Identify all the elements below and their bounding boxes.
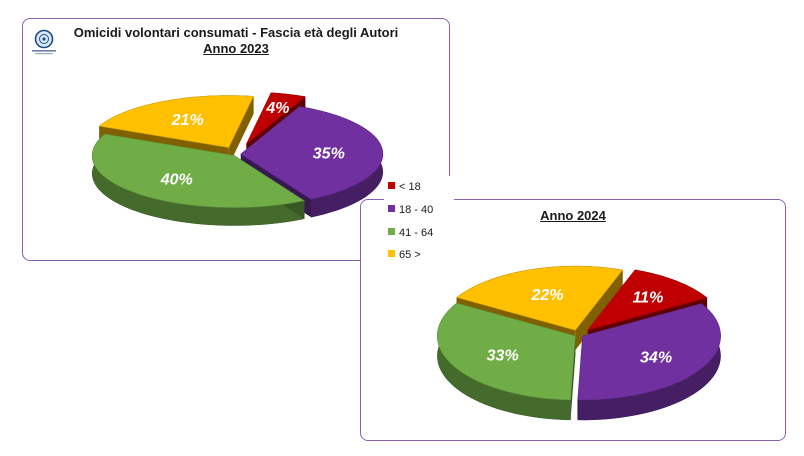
data-label-2024-0: 11% xyxy=(632,290,663,307)
pie-slice-cut-2024-2-0 xyxy=(570,335,576,420)
legend-item-under-18: < 18 xyxy=(388,180,421,194)
data-label-2023-3: 21% xyxy=(171,112,204,129)
pie-slice-2024-3 xyxy=(456,265,624,331)
pie-slice-2024-0 xyxy=(587,269,708,331)
pie-chart-2024: 11% 34% 33% 22% xyxy=(437,265,721,421)
legend-label: 65 > xyxy=(399,249,421,261)
legend-swatch xyxy=(388,250,395,257)
chart-subtitle-2023: Anno 2023 xyxy=(203,41,269,56)
data-label-2023-2: 40% xyxy=(160,172,193,189)
chart-subtitle-2024: Anno 2024 xyxy=(540,208,606,223)
data-label-2023-1: 35% xyxy=(313,145,345,162)
legend-item-65-plus: 65 > xyxy=(388,248,421,262)
pie-slice-2024-1 xyxy=(577,303,721,401)
legend-item-41-64: 41 - 64 xyxy=(388,226,433,240)
legend-swatch xyxy=(388,205,395,212)
data-label-2024-1: 34% xyxy=(640,349,672,366)
pie-slice-cut-2023-3-1 xyxy=(228,96,254,166)
data-label-2023-0: 4% xyxy=(265,100,289,117)
chart-legend: < 18 18 - 40 41 - 64 65 > xyxy=(384,176,454,266)
pie-slice-2023-3 xyxy=(98,95,254,148)
pie-chart-2023: 4% 35% 40% 21% xyxy=(91,92,384,226)
chart-panel-2023: Omicidi volontari consumati - Fascia età… xyxy=(22,18,450,261)
legend-swatch xyxy=(388,182,395,189)
legend-label: < 18 xyxy=(399,181,421,193)
legend-label: 41 - 64 xyxy=(399,227,434,239)
data-label-2024-2: 33% xyxy=(487,347,519,364)
data-label-2024-3: 22% xyxy=(531,287,564,304)
pie-slice-2023-2 xyxy=(91,133,306,208)
police-emblem-icon xyxy=(32,29,56,55)
chart-title: Omicidi volontari consumati - Fascia età… xyxy=(73,25,399,40)
legend-item-18-40: 18 - 40 xyxy=(388,203,433,217)
pie-slice-cut-2024-3-1 xyxy=(575,270,623,351)
legend-label: 18 - 40 xyxy=(399,204,434,216)
pie-slice-2023-0 xyxy=(246,92,306,145)
legend-swatch xyxy=(388,228,395,235)
pie-slice-2023-1 xyxy=(240,106,384,200)
pie-slice-2024-2 xyxy=(437,302,576,401)
